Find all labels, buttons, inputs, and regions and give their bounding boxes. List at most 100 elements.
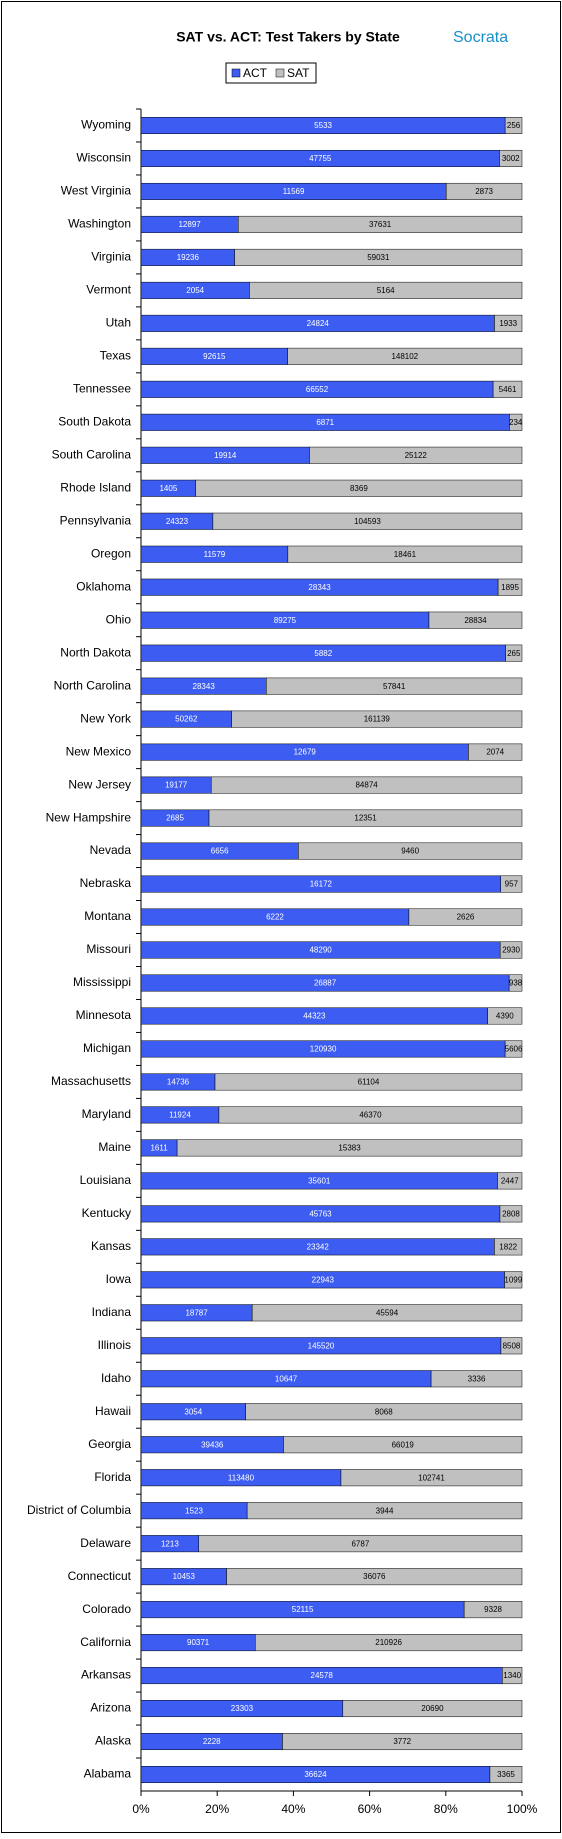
value-label: 148102 [391,352,418,361]
y-tick-label: New York [80,711,132,725]
value-label: 5164 [377,286,395,295]
value-label: 57841 [383,682,406,691]
value-label: 3002 [502,154,520,163]
y-tick-label: Colorado [82,1602,131,1616]
bar-segment [249,281,523,299]
legend-label: SAT [287,66,310,80]
value-label: 11569 [283,187,305,196]
y-tick-label: Washington [68,217,131,231]
y-tick-label: District of Columbia [27,1503,131,1517]
bar-segment [287,347,523,365]
bar-segment [255,1634,523,1652]
value-label: 1611 [150,1143,168,1152]
value-label: 2808 [502,1209,520,1218]
y-tick-label: Iowa [106,1272,132,1286]
bar-segment [500,875,523,893]
bar-segment [463,1601,523,1619]
y-tick-label: Georgia [88,1437,131,1451]
legend-label: ACT [243,66,268,80]
value-label: 35601 [308,1176,331,1185]
bar-segment [208,809,523,827]
y-tick-label: Rhode Island [60,480,131,494]
value-label: 92615 [203,352,226,361]
y-tick-label: Alaska [95,1734,131,1748]
bar-segment [502,1667,523,1685]
value-label: 12351 [354,814,377,823]
value-label: 265 [507,649,521,658]
y-tick-label: Massachusetts [51,1074,131,1088]
bar-segment [509,413,523,431]
value-label: 46370 [359,1111,382,1120]
y-tick-label: Connecticut [68,1569,132,1583]
value-label: 61104 [358,1078,380,1087]
bar-segment [499,941,523,959]
legend-box [225,62,317,84]
x-tick-label: 20% [205,1802,229,1816]
bar-segment [237,215,523,233]
value-label: 14736 [167,1078,190,1087]
value-label: 9328 [484,1605,502,1614]
value-label: 6787 [351,1539,369,1548]
bar-segment [445,182,523,200]
y-tick-label: Tennessee [73,382,131,396]
value-label: 2447 [501,1176,519,1185]
value-label: 16172 [310,880,333,889]
value-label: 28343 [308,583,331,592]
value-label: 5606 [505,1045,523,1054]
value-label: 24578 [311,1671,334,1680]
value-label: 210926 [375,1638,402,1647]
bar-segment [494,1238,523,1256]
value-label: 28834 [464,616,487,625]
bar-segment [497,1172,523,1190]
y-tick-label: New Jersey [68,777,131,791]
bar-segment [342,1700,523,1718]
value-label: 8068 [375,1407,393,1416]
bar-segment [212,512,523,530]
value-label: 5461 [499,385,517,394]
y-tick-label: California [80,1635,131,1649]
value-label: 1822 [499,1242,517,1251]
value-label: 256 [507,121,521,130]
y-tick-label: Oregon [91,546,131,560]
value-label: 161139 [364,715,391,724]
value-label: 3365 [497,1770,515,1779]
y-tick-label: Michigan [83,1041,131,1055]
value-label: 23303 [231,1704,254,1713]
y-tick-label: Delaware [80,1536,131,1550]
x-tick-label: 60% [358,1802,382,1816]
value-label: 6871 [316,418,334,427]
bar-segment [430,1370,523,1388]
y-tick-label: Kentucky [82,1206,131,1220]
y-tick-label: Nevada [90,843,132,857]
value-label: 957 [505,880,519,889]
bar-segment [504,116,523,134]
value-label: 5533 [314,121,332,130]
value-label: 22943 [312,1275,335,1284]
value-label: 20690 [421,1704,444,1713]
bar-segment [226,1568,523,1586]
y-tick-label: Hawaii [95,1404,131,1418]
value-label: 1405 [159,484,177,493]
bar-segment [282,1733,523,1751]
value-label: 10453 [173,1572,196,1581]
bar-segment [408,908,523,926]
value-label: 23342 [307,1242,330,1251]
bar-segment [428,611,523,629]
value-label: 145520 [308,1341,335,1350]
bar-segment [494,314,523,332]
value-label: 113480 [228,1473,255,1482]
y-tick-label: Alabama [84,1767,132,1781]
bar-segment [287,545,523,563]
y-tick-label: Ohio [106,612,132,626]
chart-title: SAT vs. ACT: Test Takers by State [176,29,400,45]
value-label: 102741 [418,1473,445,1482]
bar-segment [234,248,523,266]
y-tick-label: Utah [106,316,131,330]
value-label: 10647 [275,1374,298,1383]
y-tick-label: Texas [100,349,131,363]
y-tick-label: Nebraska [80,876,132,890]
y-tick-label: Oklahoma [76,579,131,593]
y-tick-label: Minnesota [76,1008,132,1022]
